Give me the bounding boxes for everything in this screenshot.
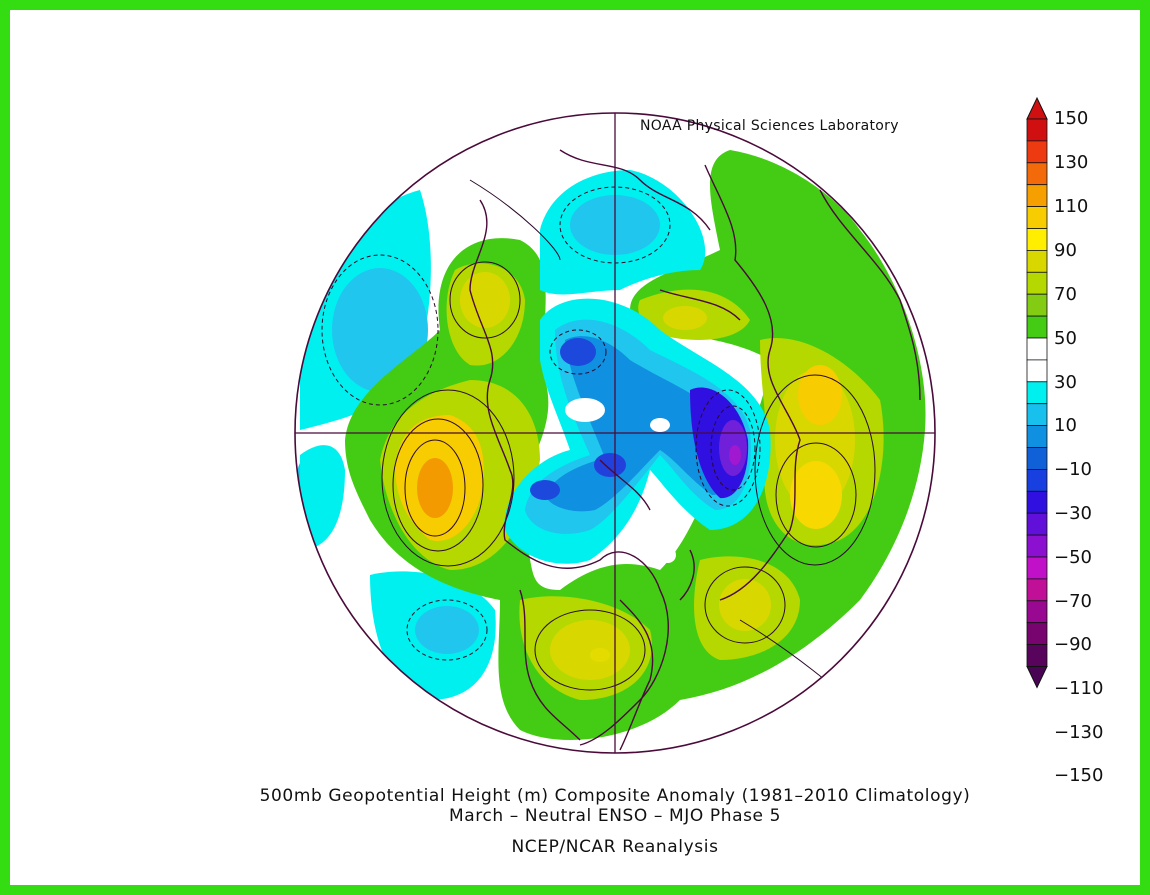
colorbar-tick-label: −30 — [1054, 503, 1092, 524]
colorbar-swatch — [1026, 403, 1048, 427]
colorbar-tick-label: −110 — [1054, 678, 1104, 699]
colorbar-swatch — [1026, 490, 1048, 514]
colorbar-tick-label: −50 — [1054, 547, 1092, 568]
anomaly-center-east-positive — [790, 461, 842, 529]
anomaly-center-pacific-positive — [417, 458, 453, 518]
colorbar-tick-label: 110 — [1054, 196, 1089, 217]
colorbar-swatch — [1026, 249, 1048, 273]
colorbar-swatch — [1026, 140, 1048, 164]
coastlines — [469, 149, 921, 751]
colorbar-swatch — [1026, 293, 1048, 317]
colorbar-tick-label: 70 — [1054, 284, 1077, 305]
colorbar-swatch — [1026, 578, 1048, 602]
colorbar-swatch — [1026, 271, 1048, 295]
colorbar-swatch — [1026, 206, 1048, 229]
colorbar-tick-label: −10 — [1054, 459, 1092, 480]
contour-lines — [381, 179, 876, 721]
colorbar-bottom-arrow — [1026, 666, 1048, 689]
caption-subtitle: March – Neutral ENSO – MJO Phase 5 — [448, 806, 782, 826]
colorbar-swatch — [1026, 337, 1048, 361]
colorbar-swatch — [1026, 118, 1048, 142]
colorbar-swatch — [1026, 447, 1048, 470]
colorbar-top-arrow — [1026, 96, 1048, 120]
colorbar-tick-label: 10 — [1054, 415, 1077, 436]
colorbar-swatch — [1026, 534, 1048, 558]
colorbar-swatch — [1026, 600, 1048, 624]
colorbar-tick-label: 150 — [1054, 108, 1089, 129]
colorbar-tick-label: −90 — [1054, 634, 1092, 655]
colorbar-tick-label: −150 — [1054, 765, 1104, 786]
caption-source: NCEP/NCAR Reanalysis — [511, 837, 719, 857]
colorbar-tick-label: 90 — [1054, 240, 1077, 261]
colorbar-tick-label: −130 — [1054, 722, 1104, 743]
colorbar-swatch — [1026, 228, 1048, 251]
colorbar-swatch — [1026, 468, 1048, 492]
colorbar-swatch — [1026, 184, 1048, 207]
colorbar-tick-label: −70 — [1054, 591, 1092, 612]
colorbar-swatch — [1026, 556, 1048, 580]
colorbar-swatch — [1026, 512, 1048, 536]
colorbar-swatch — [1026, 425, 1048, 448]
colorbar-swatch — [1026, 315, 1048, 339]
colorbar-swatch — [1026, 162, 1048, 186]
colorbar-tick-label: 50 — [1054, 328, 1077, 349]
colorbar-swatch — [1026, 359, 1048, 383]
colorbar-tick-label: 30 — [1054, 372, 1077, 393]
anomaly-center-north-negative — [560, 338, 596, 366]
colorbar-swatch — [1026, 381, 1048, 405]
map-outline — [294, 112, 936, 754]
credit-text: NOAA Physical Sciences Laboratory — [640, 118, 899, 134]
caption-title: 500mb Geopotential Height (m) Composite … — [259, 786, 971, 806]
colorbar-tick-label: 130 — [1054, 152, 1089, 173]
colorbar-swatch — [1026, 644, 1048, 667]
colorbar-swatch — [1026, 622, 1048, 646]
colorbar — [1026, 96, 1048, 689]
